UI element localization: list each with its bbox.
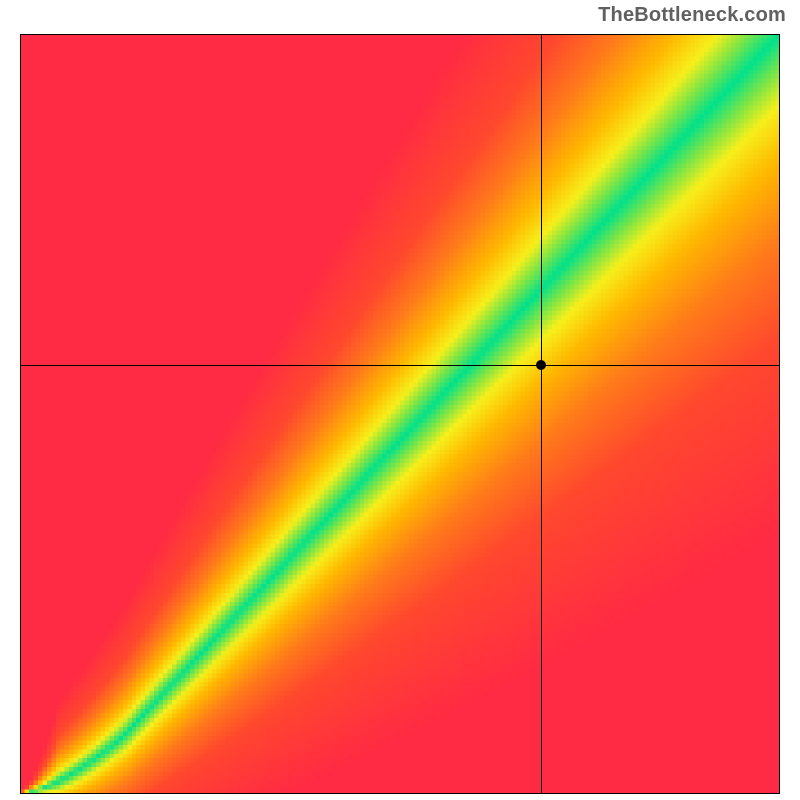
watermark-text: TheBottleneck.com	[598, 4, 786, 27]
heatmap-canvas	[20, 34, 780, 794]
heatmap-plot	[20, 34, 780, 794]
page-root: { "watermark": { "text": "TheBottleneck.…	[0, 0, 800, 800]
